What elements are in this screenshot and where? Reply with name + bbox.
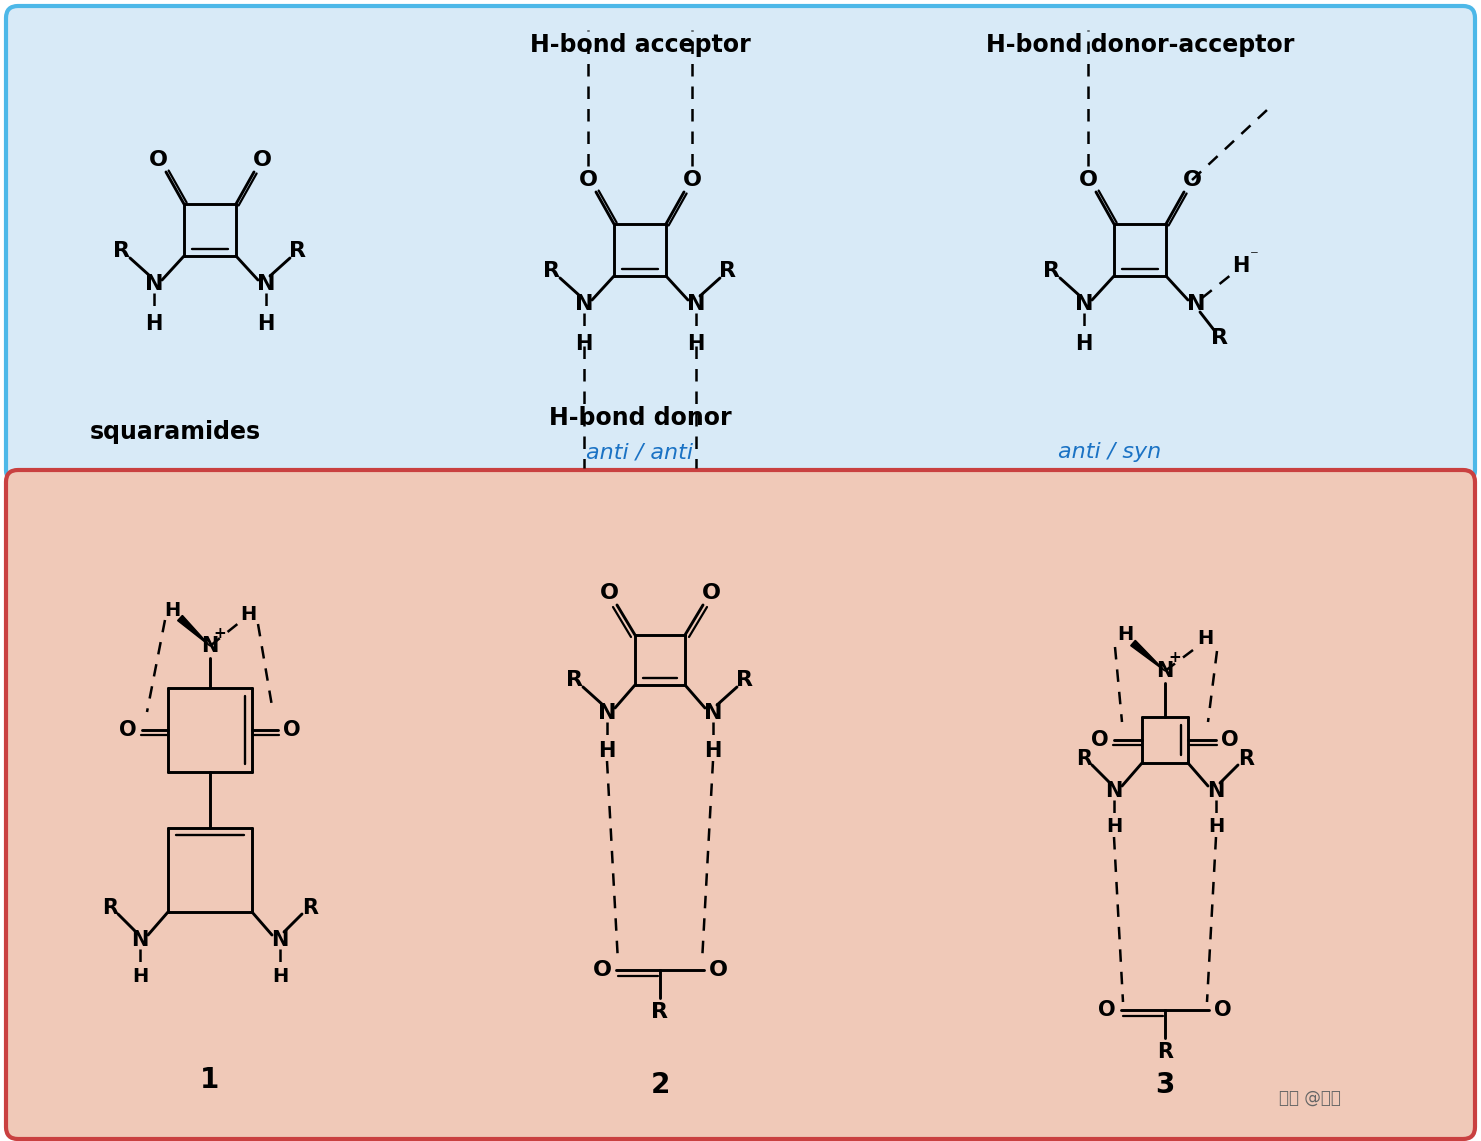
- Text: O: O: [579, 170, 597, 191]
- Text: O: O: [1182, 170, 1201, 191]
- Text: R: R: [114, 241, 130, 261]
- Text: H: H: [575, 334, 592, 354]
- Text: +: +: [1169, 650, 1182, 665]
- Text: N: N: [201, 636, 219, 656]
- Text: squaramides: squaramides: [89, 420, 261, 444]
- Text: O: O: [148, 149, 167, 170]
- Text: N: N: [1075, 294, 1093, 314]
- Text: O: O: [708, 960, 727, 980]
- Text: anti / anti: anti / anti: [586, 442, 693, 462]
- Text: R: R: [102, 898, 118, 919]
- Text: N: N: [598, 703, 616, 723]
- Text: H: H: [1208, 817, 1225, 836]
- Text: 1: 1: [200, 1066, 219, 1094]
- Text: N: N: [687, 294, 705, 314]
- Text: H-bond acceptor: H-bond acceptor: [530, 33, 751, 57]
- Polygon shape: [1130, 640, 1166, 671]
- Text: 知乎 @仍惑: 知乎 @仍惑: [1280, 1089, 1340, 1107]
- Text: O: O: [1222, 730, 1238, 750]
- Polygon shape: [178, 615, 210, 646]
- Text: O: O: [592, 960, 612, 980]
- Text: H: H: [258, 314, 274, 334]
- Text: +: +: [213, 625, 227, 640]
- Text: O: O: [1099, 1000, 1115, 1020]
- Text: R: R: [736, 670, 754, 690]
- Text: R: R: [567, 670, 584, 690]
- Text: 3: 3: [1155, 1071, 1174, 1099]
- Text: R: R: [289, 241, 307, 261]
- Text: N: N: [256, 274, 275, 294]
- Text: H: H: [145, 314, 163, 334]
- Text: H: H: [132, 966, 148, 986]
- Text: N: N: [703, 703, 723, 723]
- Text: N: N: [1186, 294, 1206, 314]
- Text: R: R: [652, 1002, 668, 1022]
- Text: H: H: [1232, 256, 1250, 276]
- Text: H: H: [687, 334, 705, 354]
- Text: R: R: [720, 261, 736, 281]
- Text: N: N: [1207, 780, 1225, 801]
- Text: N: N: [1105, 780, 1123, 801]
- Text: O: O: [600, 583, 619, 602]
- Text: N: N: [575, 294, 594, 314]
- Text: H: H: [1075, 334, 1093, 354]
- Text: R: R: [1238, 748, 1254, 769]
- Text: H: H: [1197, 630, 1213, 648]
- Text: H: H: [598, 741, 616, 761]
- Text: O: O: [1091, 730, 1109, 750]
- Text: anti / syn: anti / syn: [1059, 442, 1161, 462]
- Text: O: O: [118, 720, 136, 741]
- Text: ⁻: ⁻: [1250, 246, 1259, 265]
- Text: H: H: [1117, 625, 1133, 645]
- Text: H-bond donor: H-bond donor: [548, 406, 732, 430]
- Text: 2: 2: [650, 1071, 669, 1099]
- Text: O: O: [283, 720, 301, 741]
- Text: O: O: [252, 149, 271, 170]
- Text: R: R: [1157, 1042, 1173, 1062]
- Text: H: H: [240, 605, 256, 623]
- Text: R: R: [1211, 327, 1229, 348]
- FancyBboxPatch shape: [6, 6, 1475, 482]
- Text: O: O: [1078, 170, 1097, 191]
- Text: R: R: [1044, 261, 1060, 281]
- FancyBboxPatch shape: [6, 470, 1475, 1139]
- Text: R: R: [1077, 748, 1091, 769]
- Text: O: O: [683, 170, 702, 191]
- Text: O: O: [1214, 1000, 1232, 1020]
- Text: R: R: [302, 898, 318, 919]
- Text: H: H: [705, 741, 721, 761]
- Text: H: H: [164, 600, 181, 620]
- Text: H: H: [273, 966, 289, 986]
- Text: N: N: [1157, 661, 1173, 681]
- Text: N: N: [132, 930, 148, 950]
- Text: O: O: [702, 583, 720, 602]
- Text: H-bond donor-acceptor: H-bond donor-acceptor: [986, 33, 1294, 57]
- Text: H: H: [1106, 817, 1123, 836]
- Text: N: N: [271, 930, 289, 950]
- Text: R: R: [544, 261, 560, 281]
- Text: N: N: [145, 274, 163, 294]
